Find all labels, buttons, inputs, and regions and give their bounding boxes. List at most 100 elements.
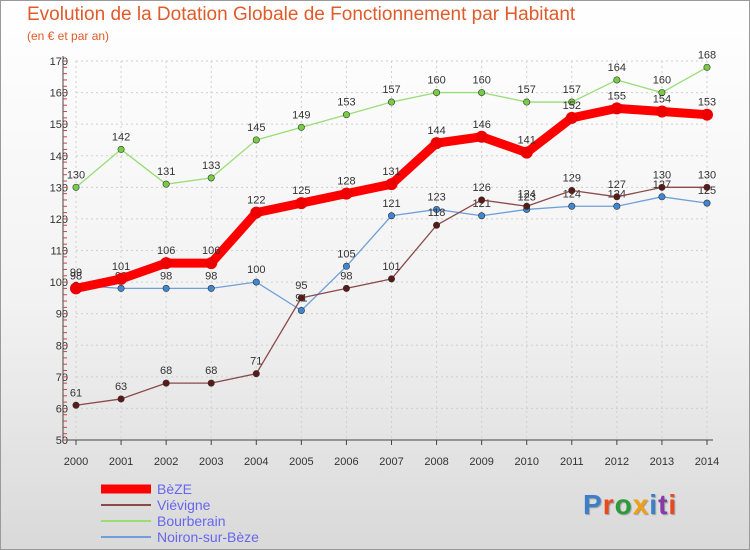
- x-tick-label: 2000: [64, 456, 88, 468]
- y-tick-label: 160: [50, 88, 68, 100]
- data-point: [387, 98, 395, 106]
- data-point: [433, 89, 441, 97]
- data-point: [162, 379, 170, 387]
- x-tick-label: 2002: [154, 456, 178, 468]
- data-point: [340, 187, 353, 200]
- data-point: [252, 136, 260, 144]
- data-point: [387, 275, 395, 283]
- data-label: 168: [698, 49, 716, 61]
- data-point: [162, 180, 170, 188]
- x-tick-label: 2011: [560, 456, 584, 468]
- data-label: 141: [518, 135, 536, 147]
- x-tick-label: 2003: [199, 456, 223, 468]
- data-point: [613, 76, 621, 84]
- data-label: 130: [698, 169, 716, 181]
- data-point: [70, 282, 82, 295]
- data-label: 153: [698, 97, 716, 109]
- data-label: 144: [427, 125, 445, 137]
- y-tick-label: 50: [56, 435, 68, 447]
- data-label: 127: [608, 179, 626, 191]
- data-point: [701, 108, 713, 121]
- data-point: [658, 193, 666, 201]
- data-label: 133: [202, 160, 220, 172]
- data-point: [207, 284, 215, 292]
- data-point: [252, 278, 260, 286]
- y-tick-label: 170: [50, 56, 68, 68]
- series-Noiron-sur-Bèze: 9998989810091105121123121123124124127125: [70, 179, 716, 315]
- data-point: [703, 199, 711, 207]
- data-label: 160: [472, 75, 490, 87]
- data-label: 101: [382, 261, 400, 273]
- data-point: [703, 63, 711, 71]
- data-point: [207, 379, 215, 387]
- chart-title: Evolution de la Dotation Globale de Fonc…: [27, 4, 576, 25]
- data-label: 160: [427, 75, 445, 87]
- data-point: [568, 186, 576, 194]
- data-point: [115, 272, 128, 285]
- data-point: [523, 98, 531, 106]
- data-label: 164: [608, 62, 626, 74]
- data-label: 95: [295, 280, 307, 292]
- series-Viévigne: 61 63 68 68 71 95 98 101 118 126 124 129 127 130 130: [70, 169, 716, 409]
- data-point: [475, 130, 488, 143]
- x-tick-label: 2012: [605, 456, 629, 468]
- data-label: 129: [563, 172, 581, 184]
- data-label: 99: [70, 267, 82, 279]
- data-point: [433, 221, 441, 229]
- data-point: [117, 395, 125, 403]
- y-tick-label: 120: [50, 214, 68, 226]
- data-point: [72, 401, 80, 409]
- data-point: [295, 197, 308, 210]
- data-point: [433, 205, 441, 213]
- data-label: 145: [247, 122, 265, 134]
- data-label: 157: [563, 84, 581, 96]
- data-label: 123: [427, 191, 445, 203]
- data-label: 118: [428, 207, 446, 219]
- data-point: [478, 196, 486, 204]
- x-tick-label: 2005: [289, 456, 313, 468]
- brand-letter: i: [668, 489, 678, 520]
- data-label: 152: [563, 100, 581, 112]
- data-label: 68: [205, 365, 217, 377]
- x-tick-label: 2013: [650, 456, 674, 468]
- legend-label: Viévigne: [157, 497, 211, 513]
- data-label: 106: [157, 245, 175, 257]
- y-tick-label: 130: [50, 182, 68, 194]
- x-tick-label: 2009: [469, 456, 493, 468]
- data-label: 128: [337, 176, 355, 188]
- data-label: 160: [653, 75, 671, 87]
- data-point: [565, 111, 578, 124]
- chart-subtitle: (en € et par an): [27, 29, 110, 43]
- data-point: [703, 183, 711, 191]
- data-point: [478, 212, 486, 220]
- data-label: 149: [292, 109, 310, 121]
- brand-logo: Proxiti: [583, 489, 677, 521]
- data-point: [117, 145, 125, 153]
- data-point: [297, 307, 305, 315]
- y-tick-label: 100: [50, 277, 68, 289]
- data-label: 63: [115, 381, 127, 393]
- data-label: 155: [608, 90, 626, 102]
- data-point: [613, 193, 621, 201]
- data-label: 125: [292, 185, 310, 197]
- data-label: 105: [337, 248, 355, 260]
- data-label: 130: [67, 169, 85, 181]
- y-tick-label: 70: [56, 372, 68, 384]
- data-point: [72, 183, 80, 191]
- data-label: 146: [472, 119, 490, 131]
- data-label: 130: [653, 169, 671, 181]
- x-tick-label: 2014: [695, 456, 719, 468]
- brand-letter: o: [614, 489, 633, 520]
- brand-letter: i: [649, 489, 659, 520]
- data-point: [658, 183, 666, 191]
- x-tick-label: 2006: [334, 456, 358, 468]
- data-label: 157: [518, 84, 536, 96]
- data-point: [430, 137, 443, 150]
- data-point: [613, 202, 621, 210]
- data-label: 98: [70, 270, 82, 282]
- data-label: 101: [112, 261, 130, 273]
- data-point: [297, 123, 305, 131]
